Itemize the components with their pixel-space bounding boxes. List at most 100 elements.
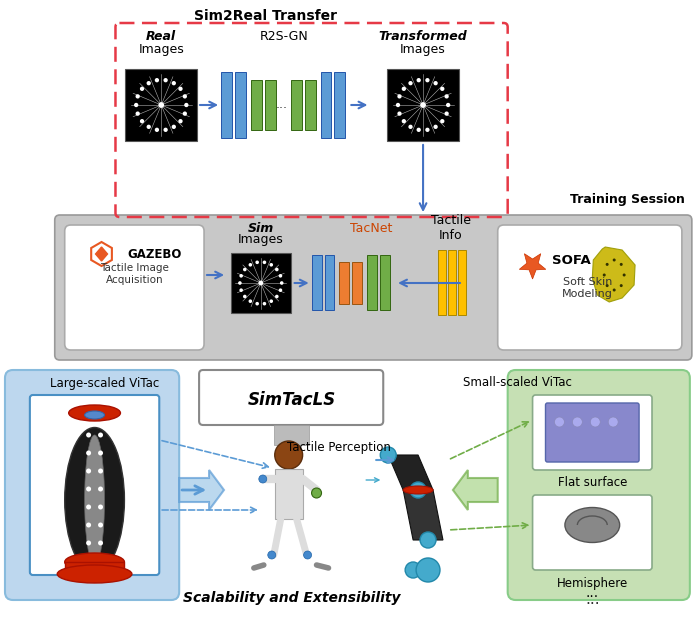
Circle shape bbox=[420, 102, 426, 108]
Circle shape bbox=[405, 562, 421, 578]
Circle shape bbox=[243, 295, 246, 298]
Circle shape bbox=[280, 281, 284, 285]
Circle shape bbox=[248, 263, 252, 267]
Circle shape bbox=[408, 81, 413, 86]
Text: Images: Images bbox=[238, 234, 284, 246]
Circle shape bbox=[86, 469, 91, 474]
Circle shape bbox=[184, 103, 188, 107]
Circle shape bbox=[140, 87, 144, 91]
Bar bbox=[387, 69, 459, 141]
Text: Small-scaled ViTac: Small-scaled ViTac bbox=[463, 376, 572, 389]
Polygon shape bbox=[453, 470, 498, 510]
Circle shape bbox=[243, 268, 246, 271]
Bar bbox=[64, 562, 125, 574]
Circle shape bbox=[398, 111, 402, 116]
Circle shape bbox=[416, 78, 421, 82]
FancyBboxPatch shape bbox=[545, 403, 639, 462]
Circle shape bbox=[402, 119, 406, 123]
Circle shape bbox=[268, 551, 276, 559]
Circle shape bbox=[446, 103, 450, 107]
FancyBboxPatch shape bbox=[55, 215, 692, 360]
Circle shape bbox=[98, 522, 103, 528]
Circle shape bbox=[606, 263, 608, 266]
Text: Training Session: Training Session bbox=[570, 194, 685, 206]
Bar bbox=[265, 80, 276, 130]
Circle shape bbox=[239, 274, 243, 278]
FancyBboxPatch shape bbox=[533, 395, 652, 470]
Circle shape bbox=[98, 432, 103, 437]
Circle shape bbox=[86, 504, 91, 509]
Text: Tactile
Info: Tactile Info bbox=[431, 214, 471, 242]
Circle shape bbox=[262, 302, 266, 306]
Text: TacNet: TacNet bbox=[350, 221, 393, 234]
Text: R2S-GN: R2S-GN bbox=[259, 31, 308, 44]
Text: Hemisphere: Hemisphere bbox=[556, 576, 628, 589]
FancyBboxPatch shape bbox=[64, 225, 204, 350]
Circle shape bbox=[164, 78, 168, 82]
Circle shape bbox=[86, 541, 91, 546]
Polygon shape bbox=[179, 470, 224, 510]
Ellipse shape bbox=[85, 435, 104, 565]
Circle shape bbox=[238, 281, 242, 285]
Bar bbox=[325, 255, 335, 310]
Text: Tactile Image
Acquisition: Tactile Image Acquisition bbox=[100, 263, 169, 285]
Text: GAZEBO: GAZEBO bbox=[127, 248, 182, 261]
Circle shape bbox=[433, 124, 438, 129]
Circle shape bbox=[416, 558, 440, 582]
Circle shape bbox=[433, 81, 438, 86]
Ellipse shape bbox=[64, 553, 125, 571]
Circle shape bbox=[262, 261, 266, 264]
Bar bbox=[458, 250, 466, 315]
Circle shape bbox=[239, 288, 243, 292]
Text: Tactile Perception: Tactile Perception bbox=[286, 441, 391, 454]
Circle shape bbox=[98, 486, 103, 491]
Circle shape bbox=[98, 451, 103, 456]
Circle shape bbox=[158, 102, 164, 108]
Circle shape bbox=[408, 124, 413, 129]
FancyBboxPatch shape bbox=[5, 370, 179, 600]
FancyBboxPatch shape bbox=[199, 370, 383, 425]
Circle shape bbox=[279, 288, 282, 292]
Bar bbox=[335, 72, 345, 138]
Circle shape bbox=[164, 127, 168, 132]
FancyBboxPatch shape bbox=[30, 395, 160, 575]
Circle shape bbox=[420, 532, 436, 548]
Text: Sim: Sim bbox=[248, 221, 274, 234]
Bar bbox=[340, 262, 349, 304]
Text: Large-scaled ViTac: Large-scaled ViTac bbox=[50, 376, 159, 389]
Text: SOFA: SOFA bbox=[552, 254, 592, 268]
Circle shape bbox=[155, 78, 159, 82]
Circle shape bbox=[606, 284, 608, 287]
Circle shape bbox=[270, 299, 273, 303]
Bar bbox=[312, 255, 321, 310]
Bar bbox=[368, 255, 377, 310]
Circle shape bbox=[172, 124, 176, 129]
Polygon shape bbox=[403, 490, 443, 540]
Circle shape bbox=[86, 486, 91, 491]
Circle shape bbox=[573, 417, 582, 427]
Circle shape bbox=[620, 263, 623, 266]
Circle shape bbox=[620, 284, 623, 287]
Circle shape bbox=[416, 127, 421, 132]
Text: Scalability and Extensibility: Scalability and Extensibility bbox=[183, 591, 400, 605]
Ellipse shape bbox=[64, 428, 125, 572]
Circle shape bbox=[608, 417, 618, 427]
Circle shape bbox=[178, 119, 183, 123]
Circle shape bbox=[554, 417, 564, 427]
Circle shape bbox=[426, 127, 430, 132]
Circle shape bbox=[178, 87, 183, 91]
Circle shape bbox=[140, 119, 144, 123]
Circle shape bbox=[612, 289, 616, 291]
Ellipse shape bbox=[69, 405, 120, 421]
Circle shape bbox=[426, 78, 430, 82]
Text: Soft Skin
Modeling: Soft Skin Modeling bbox=[562, 278, 612, 299]
Circle shape bbox=[603, 274, 606, 276]
Circle shape bbox=[146, 81, 151, 86]
Circle shape bbox=[86, 522, 91, 528]
Circle shape bbox=[304, 551, 312, 559]
Circle shape bbox=[440, 87, 444, 91]
Bar bbox=[290, 80, 302, 130]
Bar bbox=[304, 80, 316, 130]
Circle shape bbox=[590, 417, 601, 427]
Circle shape bbox=[444, 94, 449, 99]
